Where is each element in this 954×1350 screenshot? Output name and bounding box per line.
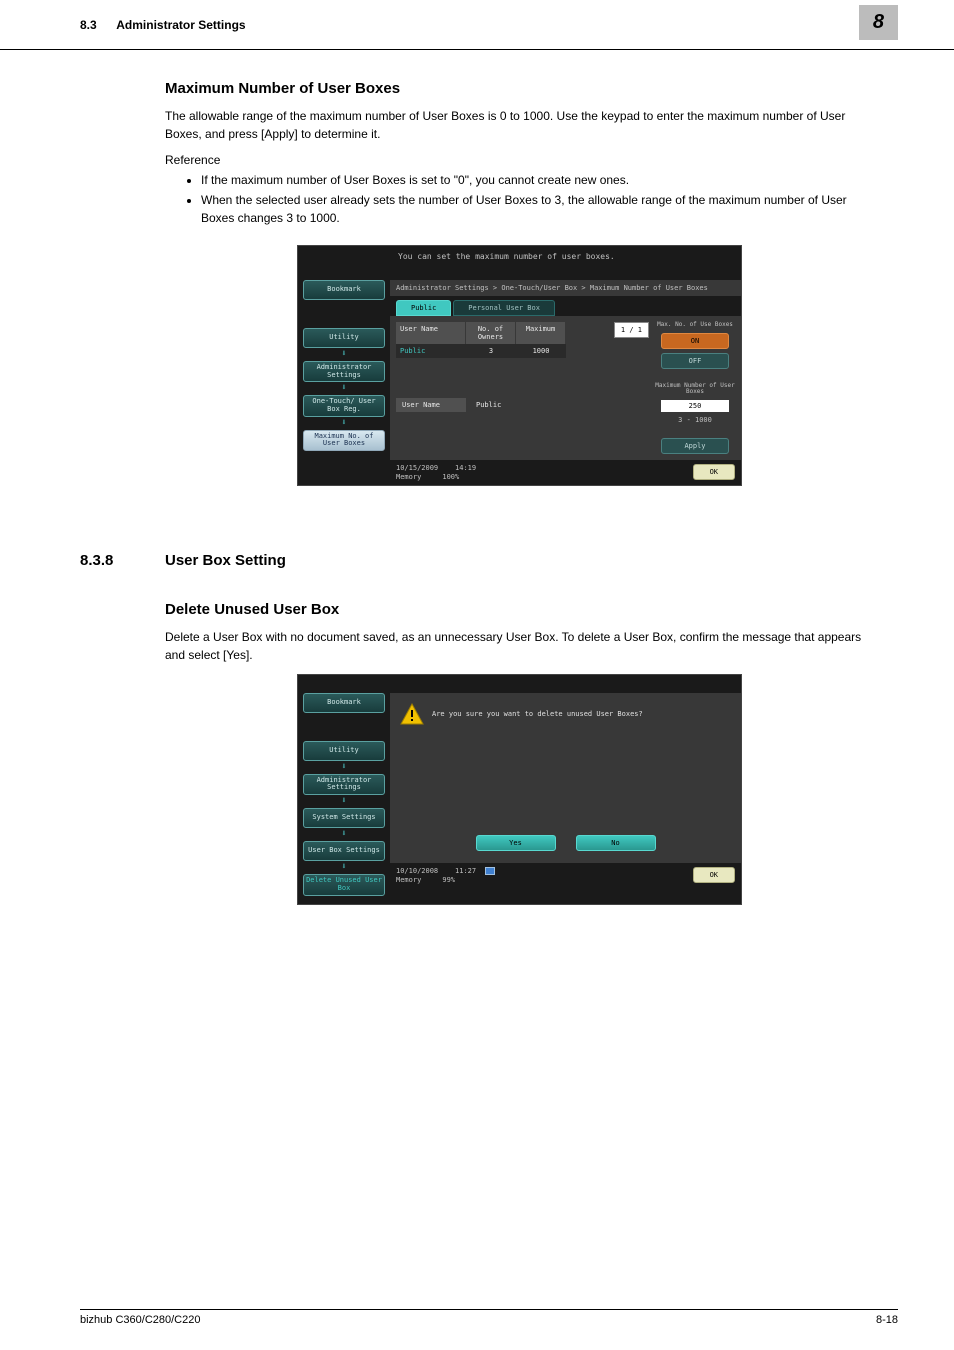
scr-footer: 10/15/2009 14:19 Memory 100% OK xyxy=(390,460,741,485)
scr-sidebar: Bookmark Utility ⬇ Administrator Setting… xyxy=(298,280,390,485)
sec1-reference: Reference xyxy=(165,153,874,167)
sec2-subtitle: Delete Unused User Box xyxy=(165,601,874,618)
table-header: User Name No. of Owners Maximum xyxy=(396,322,566,344)
footer-date: 10/15/2009 xyxy=(396,464,438,472)
delete-unused-button[interactable]: Delete Unused User Box xyxy=(303,874,385,895)
scr-topbar: You can set the maximum number of user b… xyxy=(298,246,741,280)
ok-button[interactable]: OK xyxy=(693,867,735,883)
arrow-down-icon: ⬇ xyxy=(341,863,346,872)
table-row[interactable]: Public 3 1000 xyxy=(396,344,566,358)
sec2-title: 8.3.8 User Box Setting xyxy=(165,552,874,569)
footer-date: 10/10/2008 xyxy=(396,867,438,875)
bookmark-button[interactable]: Bookmark xyxy=(303,693,385,713)
yes-no-row: Yes No xyxy=(396,835,735,851)
warning-row: Are you sure you want to delete unused U… xyxy=(396,699,735,729)
arrow-down-icon: ⬇ xyxy=(341,763,346,772)
tab-personal[interactable]: Personal User Box xyxy=(453,300,555,316)
apply-button[interactable]: Apply xyxy=(661,438,729,454)
scr2-footer: 10/10/2008 11:27 Memory 99% OK xyxy=(390,863,741,888)
form-label-username: User Name xyxy=(396,398,466,412)
right-range: 3 - 1000 xyxy=(678,416,712,424)
on-button[interactable]: ON xyxy=(661,333,729,349)
th-maximum: Maximum xyxy=(516,322,566,344)
no-button[interactable]: No xyxy=(576,835,656,851)
pager: 1 / 1 xyxy=(614,322,649,338)
th-username: User Name xyxy=(396,322,466,344)
bookmark-button[interactable]: Bookmark xyxy=(303,280,385,300)
footer-time: 14:19 xyxy=(455,464,476,472)
scr2-topbar xyxy=(298,675,741,693)
footer-memory: Memory xyxy=(396,473,421,481)
warning-icon xyxy=(400,703,424,725)
page-footer: bizhub C360/C280/C220 8-18 xyxy=(80,1309,898,1326)
warning-text: Are you sure you want to delete unused U… xyxy=(432,710,643,718)
scr2-sidebar: Bookmark Utility ⬇ Administrator Setting… xyxy=(298,693,390,904)
table-panel: User Name No. of Owners Maximum Public 3… xyxy=(396,322,649,454)
content: Maximum Number of User Boxes The allowab… xyxy=(0,50,954,905)
sec1-title: Maximum Number of User Boxes xyxy=(165,80,874,97)
sec2-title-text: User Box Setting xyxy=(165,552,286,569)
arrow-down-icon: ⬇ xyxy=(341,830,346,839)
tabs: Public Personal User Box xyxy=(390,296,741,316)
header-section-title: Administrator Settings xyxy=(116,18,245,32)
yes-button[interactable]: Yes xyxy=(476,835,556,851)
header-section-number: 8.3 xyxy=(80,18,97,32)
sec2-para: Delete a User Box with no document saved… xyxy=(165,628,874,664)
screenshot-delete-unused: Bookmark Utility ⬇ Administrator Setting… xyxy=(297,674,742,905)
footer-time: 11:27 xyxy=(455,867,476,875)
footer-memory: Memory xyxy=(396,876,421,884)
off-button[interactable]: OFF xyxy=(661,353,729,369)
ref-bullet-2: When the selected user already sets the … xyxy=(201,191,874,227)
system-settings-button[interactable]: System Settings xyxy=(303,808,385,828)
right-panel: Max. No. of Use Boxes ON OFF Maximum Num… xyxy=(655,322,735,454)
form-value-username: Public xyxy=(470,398,507,412)
arrow-down-icon: ⬇ xyxy=(341,384,346,393)
arrow-down-icon: ⬇ xyxy=(341,797,346,806)
footer-model: bizhub C360/C280/C220 xyxy=(80,1314,200,1326)
reference-list: If the maximum number of User Boxes is s… xyxy=(165,171,874,227)
page-header: 8.3 Administrator Settings 8 xyxy=(0,0,954,50)
utility-button[interactable]: Utility xyxy=(303,328,385,348)
footer-memory-value: 100% xyxy=(442,473,459,481)
utility-button[interactable]: Utility xyxy=(303,741,385,761)
chapter-badge: 8 xyxy=(859,5,898,40)
td-maximum: 1000 xyxy=(516,344,566,358)
ok-button[interactable]: OK xyxy=(693,464,735,480)
screenshot-max-boxes: You can set the maximum number of user b… xyxy=(297,245,742,486)
admin-settings-button[interactable]: Administrator Settings xyxy=(303,361,385,382)
footer-page: 8-18 xyxy=(876,1314,898,1326)
form-row: User Name Public xyxy=(396,398,649,412)
admin-settings-button[interactable]: Administrator Settings xyxy=(303,774,385,795)
right-label-maxnum: Maximum Number of User Boxes xyxy=(655,383,735,396)
arrow-down-icon: ⬇ xyxy=(341,419,346,428)
footer-memory-value: 99% xyxy=(442,876,455,884)
td-username: Public xyxy=(396,344,466,358)
arrow-down-icon: ⬇ xyxy=(341,350,346,359)
breadcrumb: Administrator Settings > One-Touch/User … xyxy=(390,280,741,296)
onetouch-button[interactable]: One-Touch/ User Box Reg. xyxy=(303,395,385,416)
scr-top-message: You can set the maximum number of user b… xyxy=(398,252,615,261)
ref-bullet-1: If the maximum number of User Boxes is s… xyxy=(201,171,874,189)
right-label-max: Max. No. of Use Boxes xyxy=(657,322,733,329)
memory-icon xyxy=(485,867,495,875)
header-left: 8.3 Administrator Settings xyxy=(80,18,246,32)
sec2-number: 8.3.8 xyxy=(80,552,113,569)
sec1-para: The allowable range of the maximum numbe… xyxy=(165,107,874,143)
th-owners: No. of Owners xyxy=(466,322,516,344)
userbox-settings-button[interactable]: User Box Settings xyxy=(303,841,385,861)
maxno-button[interactable]: Maximum No. of User Boxes xyxy=(303,430,385,451)
tab-public[interactable]: Public xyxy=(396,300,451,316)
td-owners: 3 xyxy=(466,344,516,358)
right-value: 250 xyxy=(661,400,729,412)
